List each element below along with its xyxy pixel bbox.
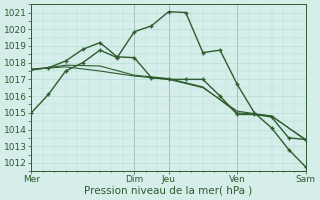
X-axis label: Pression niveau de la mer( hPa ): Pression niveau de la mer( hPa ) bbox=[84, 186, 253, 196]
